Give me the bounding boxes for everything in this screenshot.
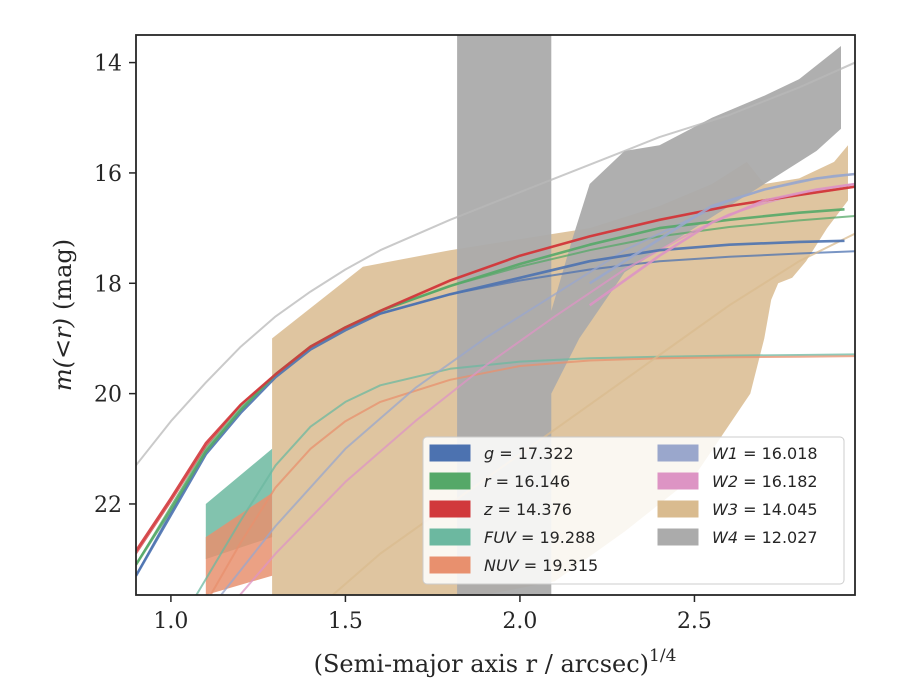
y-axis-unit: (mag) [49,239,77,310]
legend-label-z: z = 14.376 [483,500,572,519]
x-tick-label: 2.5 [677,609,712,634]
x-axis-title: (Semi-major axis r / arcsec)1/4 [314,646,677,678]
legend-label-w4: W4 = 12.027 [712,528,818,547]
legend-swatch-w1 [657,444,699,462]
model-curve-w3 [331,232,855,595]
x-ticks: 1.0 1.5 2.0 2.5 [153,595,712,634]
model-curve-w4 [136,61,855,466]
legend-swatch-r [429,472,471,490]
legend-swatch-g [429,444,471,462]
legend-label-w3: W3 = 14.045 [712,500,818,519]
x-axis-exponent: 1/4 [649,646,676,666]
y-ticks: 14 16 18 20 22 [94,52,136,518]
model-curve-nuv [209,355,855,595]
observed-curves [136,172,855,577]
observed-curve-w1 [589,172,855,285]
legend: g = 17.322 r = 16.146 z = 14.376 FUV = 19.2… [422,436,845,585]
legend-swatch-nuv [429,556,471,574]
legend-swatch-z [429,500,471,518]
y-tick-label: 16 [94,162,122,187]
x-tick-label: 1.0 [153,609,188,634]
legend-label-g: g = 17.322 [484,444,574,463]
axes-frame [135,34,856,596]
legend-swatch-w2 [657,472,699,490]
y-tick-label: 22 [94,493,122,518]
plot-area [136,35,855,595]
y-tick-label: 18 [94,272,122,297]
y-axis-math: m(<r) [49,318,77,391]
legend-box [422,436,845,585]
x-tick-label: 1.5 [328,609,363,634]
legend-label-r: r = 16.146 [484,472,570,491]
y-tick-label: 20 [94,383,122,408]
legend-swatch-w3 [657,500,699,518]
legend-label-w2: W2 = 16.182 [712,472,818,491]
legend-label-fuv: FUV = 19.288 [484,528,595,547]
legend-swatch-w4 [657,528,699,546]
y-axis-title: m(<r) (mag) [49,239,77,391]
y-tick-label: 14 [94,52,122,77]
observed-curve-w2 [588,182,855,307]
band-w4 [457,35,841,595]
legend-label-nuv: NUV = 19.315 [484,556,598,575]
model-curve-fuv [195,353,855,595]
legend-label-w1: W1 = 16.018 [712,444,818,463]
observed-curve-g [136,239,845,577]
x-tick-label: 2.0 [502,609,537,634]
legend-swatch-fuv [429,528,471,546]
